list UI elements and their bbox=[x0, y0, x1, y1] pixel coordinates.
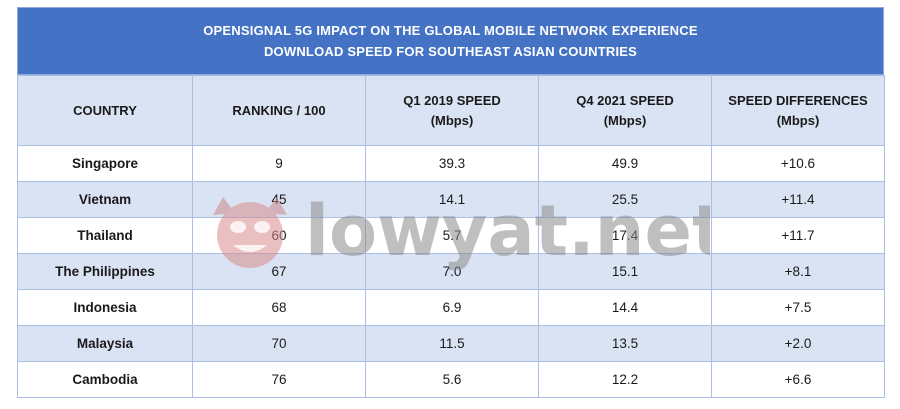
header-country: COUNTRY bbox=[17, 75, 193, 146]
table-row: Thailand 60 5.7 17.4 +11.7 bbox=[17, 217, 885, 254]
cell-ranking: 9 bbox=[192, 145, 366, 182]
table-row: The Philippines 67 7.0 15.1 +8.1 bbox=[17, 253, 885, 290]
cell-country: Malaysia bbox=[17, 325, 193, 362]
header-row: COUNTRY RANKING / 100 Q1 2019 SPEED (Mbps… bbox=[17, 75, 885, 146]
table-title-line2: DOWNLOAD SPEED FOR SOUTHEAST ASIAN COUNT… bbox=[263, 44, 638, 59]
cell-q4-2021-speed: 13.5 bbox=[538, 325, 712, 362]
cell-q4-2021-speed: 12.2 bbox=[538, 361, 712, 398]
cell-q4-2021-speed: 49.9 bbox=[538, 145, 712, 182]
cell-ranking: 70 bbox=[192, 325, 366, 362]
cell-q1-2019-speed: 5.7 bbox=[365, 217, 539, 254]
cell-q1-2019-speed: 5.6 bbox=[365, 361, 539, 398]
cell-country: The Philippines bbox=[17, 253, 193, 290]
cell-q1-2019-speed: 7.0 bbox=[365, 253, 539, 290]
header-q1-2019-speed: Q1 2019 SPEED (Mbps) bbox=[365, 75, 539, 146]
table-row: Malaysia 70 11.5 13.5 +2.0 bbox=[17, 325, 885, 362]
table-title: OPENSIGNAL 5G IMPACT ON THE GLOBAL MOBIL… bbox=[17, 7, 884, 75]
cell-q1-2019-speed: 6.9 bbox=[365, 289, 539, 326]
cell-country: Thailand bbox=[17, 217, 193, 254]
data-table: COUNTRY RANKING / 100 Q1 2019 SPEED (Mbps… bbox=[17, 75, 885, 398]
cell-ranking: 67 bbox=[192, 253, 366, 290]
cell-country: Cambodia bbox=[17, 361, 193, 398]
cell-ranking: 60 bbox=[192, 217, 366, 254]
cell-q1-2019-speed: 14.1 bbox=[365, 181, 539, 218]
cell-q4-2021-speed: 14.4 bbox=[538, 289, 712, 326]
cell-q4-2021-speed: 17.4 bbox=[538, 217, 712, 254]
table-row: Cambodia 76 5.6 12.2 +6.6 bbox=[17, 361, 885, 398]
table-title-line1: OPENSIGNAL 5G IMPACT ON THE GLOBAL MOBIL… bbox=[203, 23, 698, 38]
cell-speed-difference: +2.0 bbox=[711, 325, 885, 362]
header-ranking: RANKING / 100 bbox=[192, 75, 366, 146]
cell-q4-2021-speed: 25.5 bbox=[538, 181, 712, 218]
cell-q1-2019-speed: 11.5 bbox=[365, 325, 539, 362]
cell-ranking: 45 bbox=[192, 181, 366, 218]
table-row: Vietnam 45 14.1 25.5 +11.4 bbox=[17, 181, 885, 218]
table-row: Singapore 9 39.3 49.9 +10.6 bbox=[17, 145, 885, 182]
table-body: Singapore 9 39.3 49.9 +10.6 Vietnam 45 14.1 25.5… bbox=[17, 145, 885, 398]
speed-table: OPENSIGNAL 5G IMPACT ON THE GLOBAL MOBIL… bbox=[17, 7, 885, 398]
cell-speed-difference: +8.1 bbox=[711, 253, 885, 290]
cell-speed-difference: +10.6 bbox=[711, 145, 885, 182]
cell-ranking: 76 bbox=[192, 361, 366, 398]
header-speed-differences: SPEED DIFFERENCES (Mbps) bbox=[711, 75, 885, 146]
cell-speed-difference: +6.6 bbox=[711, 361, 885, 398]
cell-country: Indonesia bbox=[17, 289, 193, 326]
cell-country: Singapore bbox=[17, 145, 193, 182]
cell-q1-2019-speed: 39.3 bbox=[365, 145, 539, 182]
cell-speed-difference: +11.7 bbox=[711, 217, 885, 254]
cell-speed-difference: +7.5 bbox=[711, 289, 885, 326]
cell-ranking: 68 bbox=[192, 289, 366, 326]
cell-speed-difference: +11.4 bbox=[711, 181, 885, 218]
header-q4-2021-speed: Q4 2021 SPEED (Mbps) bbox=[538, 75, 712, 146]
cell-q4-2021-speed: 15.1 bbox=[538, 253, 712, 290]
table-row: Indonesia 68 6.9 14.4 +7.5 bbox=[17, 289, 885, 326]
cell-country: Vietnam bbox=[17, 181, 193, 218]
